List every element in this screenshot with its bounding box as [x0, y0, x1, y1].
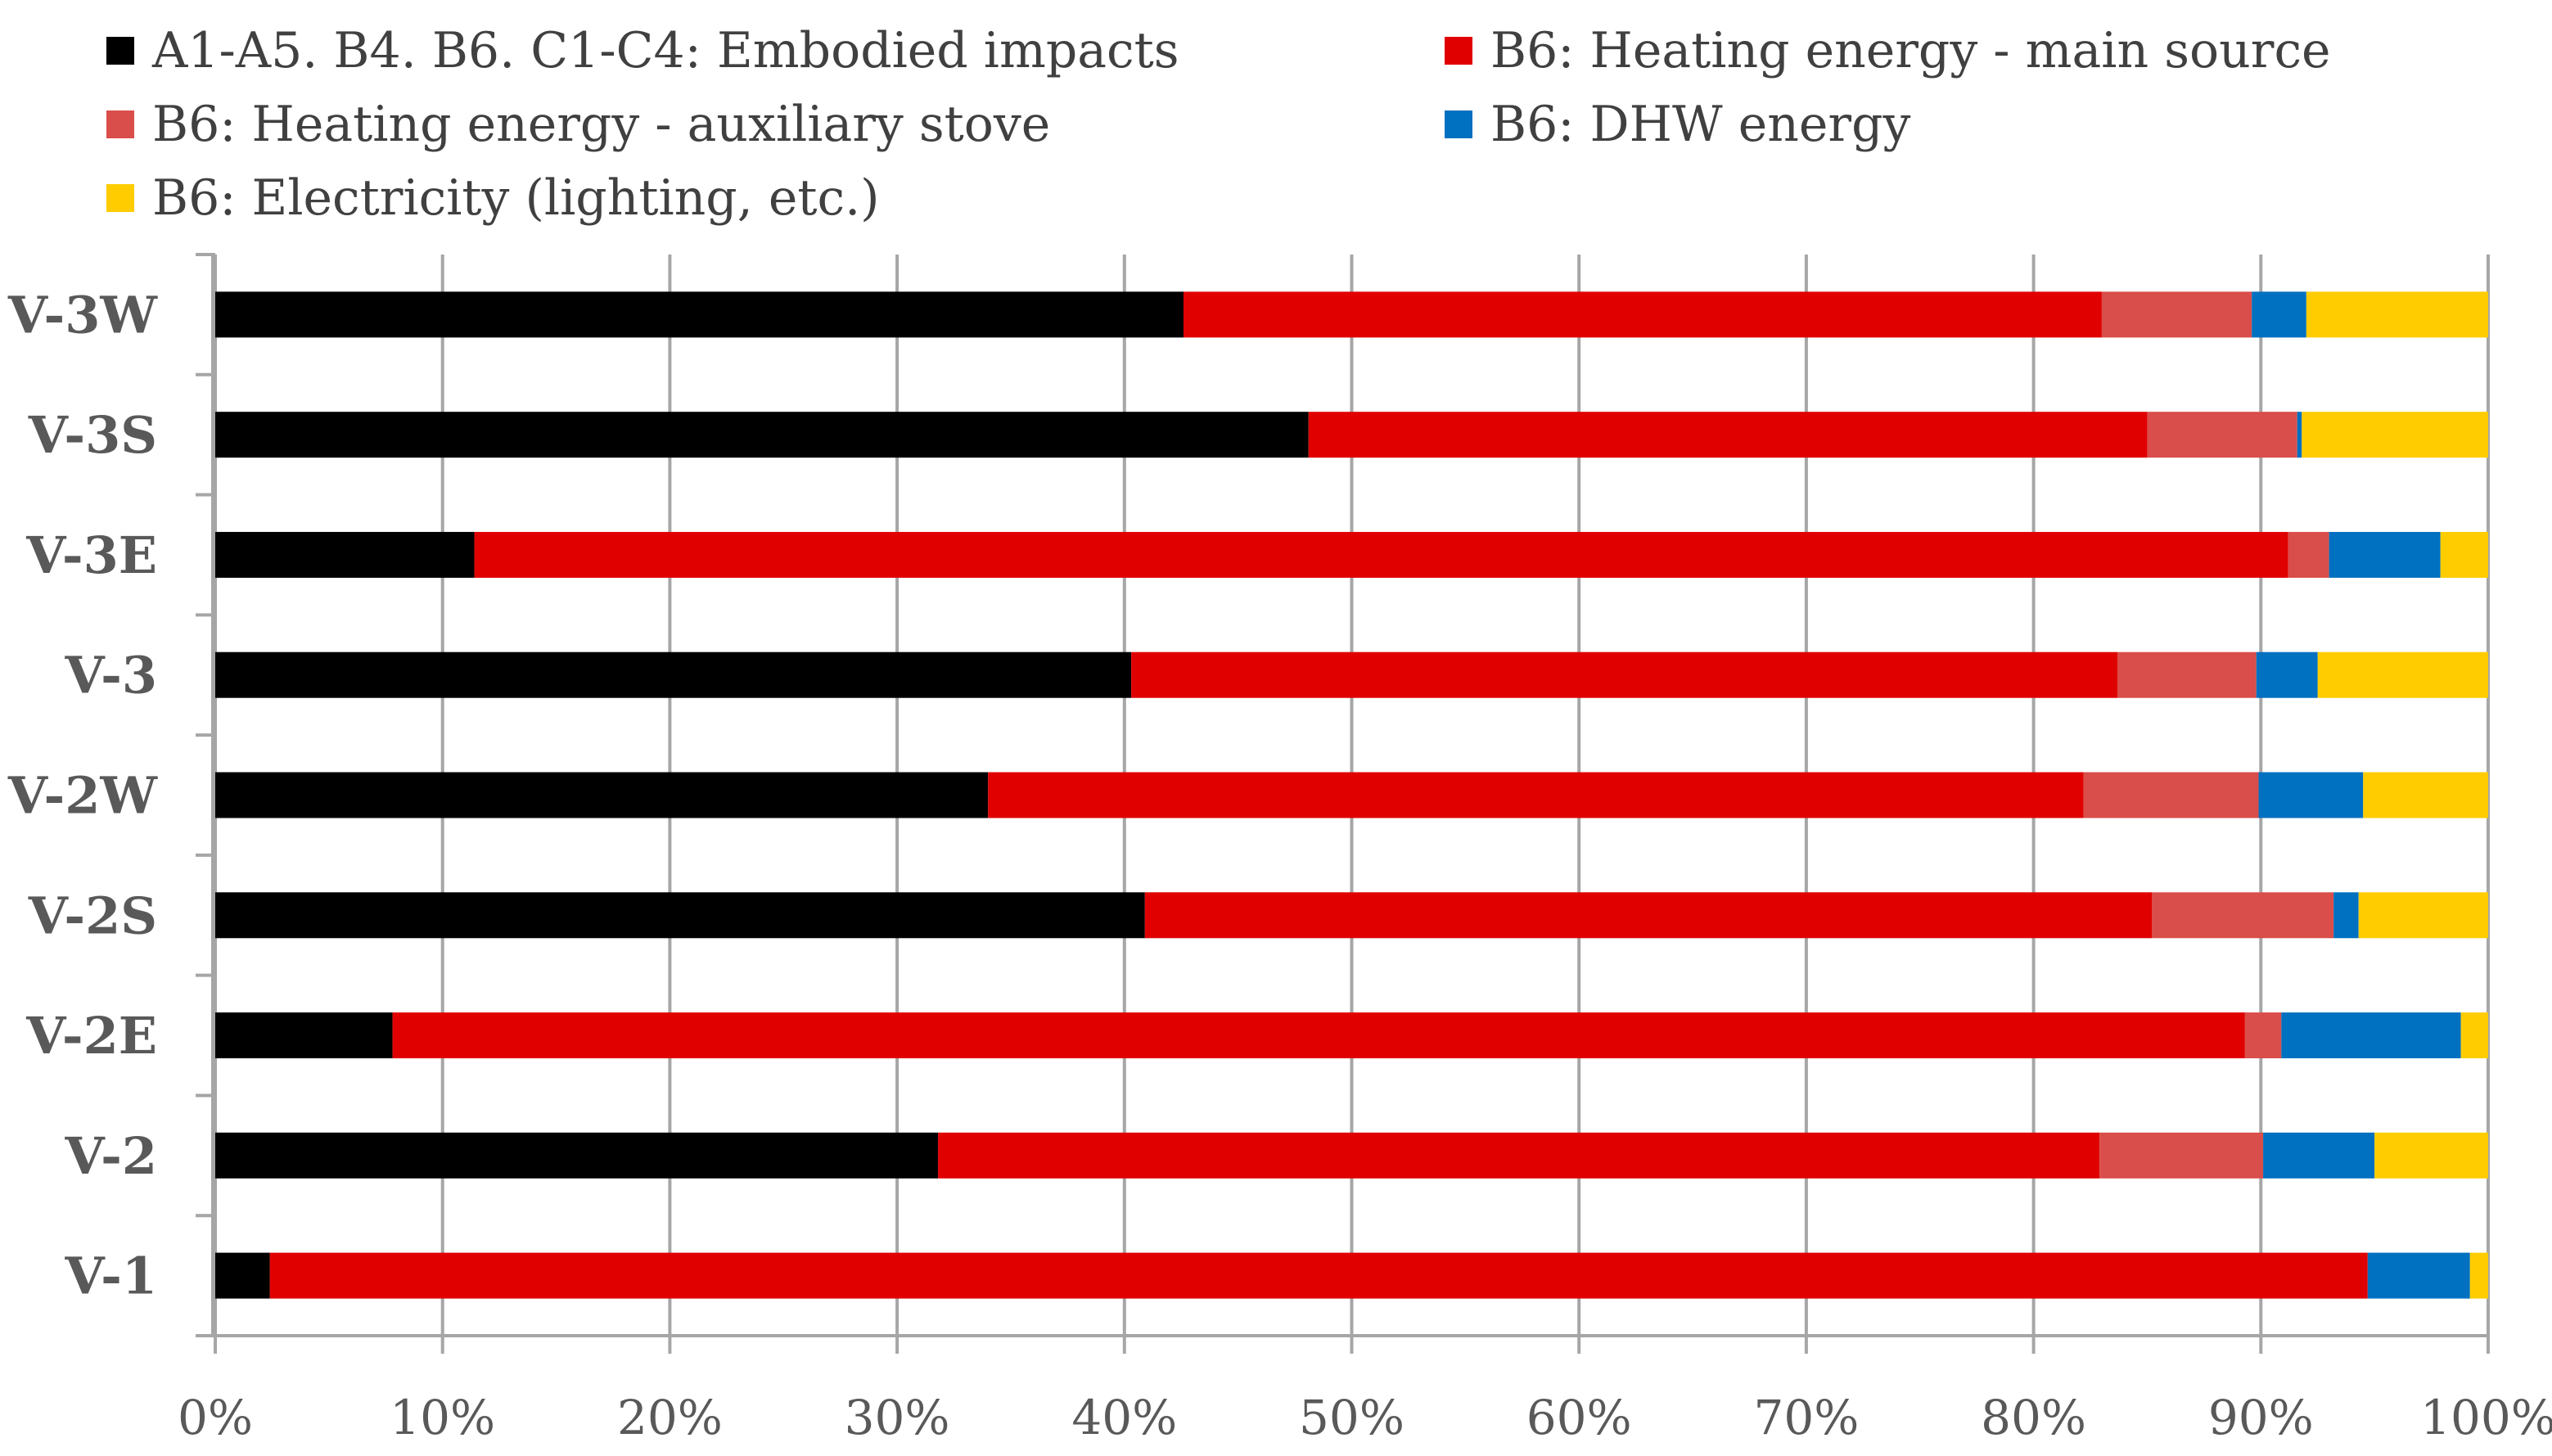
bar-segment-v-2s-s4 — [2333, 892, 2359, 939]
bar-segment-v-2e-s3 — [2244, 1012, 2282, 1059]
legend-item: B6: DHW energy — [1445, 100, 1910, 149]
bar-segment-v-2w-s2 — [988, 772, 2084, 818]
legend-item: B6: Electricity (lighting, etc.) — [106, 174, 880, 223]
y-category-label: V-2W — [7, 766, 158, 826]
bar-segment-v-3s-s5 — [2302, 412, 2488, 458]
bar-segment-v-2-s4 — [2263, 1132, 2375, 1179]
legend-label: B6: Heating energy - auxiliary stove — [152, 96, 1051, 153]
x-tick-label: 30% — [845, 1390, 950, 1445]
x-tick-label: 90% — [2208, 1390, 2314, 1445]
legend-swatch — [1445, 37, 1472, 65]
y-category-label: V-2S — [28, 886, 157, 945]
bar-segment-v-2-s3 — [2099, 1132, 2264, 1179]
legend-swatch — [106, 184, 134, 212]
y-category-label: V-2 — [65, 1126, 157, 1186]
x-tick-label: 10% — [390, 1390, 495, 1445]
y-category-label: V-1 — [65, 1246, 157, 1306]
x-tick-label: 50% — [1299, 1390, 1405, 1445]
bar-segment-v-3e-s1 — [215, 531, 475, 578]
x-tick-label: 0% — [178, 1390, 253, 1445]
bar-segment-v-1-s1 — [215, 1252, 270, 1299]
legend-item: B6: Heating energy - main source — [1445, 26, 2331, 75]
legend-swatch — [1445, 110, 1472, 138]
legend-item: B6: Heating energy - auxiliary stove — [106, 100, 1050, 149]
bar-segment-v-1-s2 — [269, 1252, 2368, 1299]
legend-label: B6: DHW energy — [1490, 96, 1911, 153]
bar-segment-v-1-s4 — [2367, 1252, 2470, 1299]
bar-segment-v-3-s3 — [2117, 651, 2257, 698]
y-category-label: V-3E — [25, 525, 157, 585]
bar-segment-v-3e-s4 — [2329, 531, 2441, 578]
bar-segment-v-3-s5 — [2317, 651, 2488, 698]
bar-segment-v-3e-s5 — [2440, 531, 2488, 578]
legend-swatch — [106, 110, 134, 138]
bar-segment-v-3w-s5 — [2306, 291, 2488, 338]
bar-segment-v-3-s2 — [1131, 651, 2118, 698]
legend-label: A1-A5. B4. B6. C1-C4: Embodied impacts — [152, 22, 1179, 79]
x-tick-label: 20% — [617, 1390, 723, 1445]
x-tick-label: 40% — [1071, 1390, 1177, 1445]
bar-segment-v-2e-s1 — [215, 1012, 393, 1059]
bar-segment-v-2e-s2 — [392, 1012, 2245, 1059]
bar-segment-v-3-s1 — [215, 651, 1132, 698]
y-category-label: V-3W — [7, 285, 158, 345]
bar-segment-v-2e-s4 — [2281, 1012, 2461, 1059]
legend-label: B6: Electricity (lighting, etc.) — [152, 169, 880, 227]
x-tick-label: 80% — [1981, 1390, 2086, 1445]
x-tick-label: 100% — [2420, 1390, 2552, 1445]
legend-item: A1-A5. B4. B6. C1-C4: Embodied impacts — [106, 26, 1179, 75]
bar-segment-v-3s-s1 — [215, 412, 1309, 458]
bar-segment-v-2s-s2 — [1144, 892, 2153, 939]
bar-segment-v-3-s4 — [2256, 651, 2318, 698]
legend-label: B6: Heating energy - main source — [1490, 22, 2331, 79]
y-category-label: V-3S — [28, 405, 157, 465]
bar-segment-v-3w-s1 — [215, 291, 1184, 338]
bar-segment-v-2s-s3 — [2152, 892, 2334, 939]
x-tick-label: 70% — [1753, 1390, 1859, 1445]
y-category-label: V-2E — [25, 1006, 157, 1066]
bar-segment-v-3e-s3 — [2288, 531, 2329, 578]
x-tick-label: 60% — [1526, 1390, 1632, 1445]
bar-segment-v-3s-s3 — [2147, 412, 2297, 458]
bar-segment-v-3w-s4 — [2252, 291, 2306, 338]
bar-segment-v-3w-s3 — [2101, 291, 2252, 338]
bar-segment-v-2-s2 — [938, 1132, 2100, 1179]
bar-segment-v-2w-s1 — [215, 772, 989, 818]
bar-segment-v-3s-s2 — [1308, 412, 2148, 458]
bar-segment-v-3w-s2 — [1184, 291, 2102, 338]
bar-segment-v-2-s1 — [215, 1132, 939, 1179]
bar-segment-v-2w-s3 — [2083, 772, 2259, 818]
y-category-label: V-3 — [65, 646, 157, 705]
bar-segment-v-3e-s2 — [474, 531, 2288, 578]
bar-segment-v-2s-s1 — [215, 892, 1145, 939]
bar-segment-v-1-s5 — [2469, 1252, 2488, 1299]
legend-swatch — [106, 37, 134, 65]
bar-segment-v-3s-s4 — [2297, 412, 2302, 458]
bar-segment-v-2e-s5 — [2460, 1012, 2488, 1059]
bar-segment-v-2s-s5 — [2358, 892, 2488, 939]
bar-segment-v-2w-s4 — [2258, 772, 2364, 818]
bar-segment-v-2w-s5 — [2363, 772, 2488, 818]
bar-segment-v-2-s5 — [2374, 1132, 2488, 1179]
